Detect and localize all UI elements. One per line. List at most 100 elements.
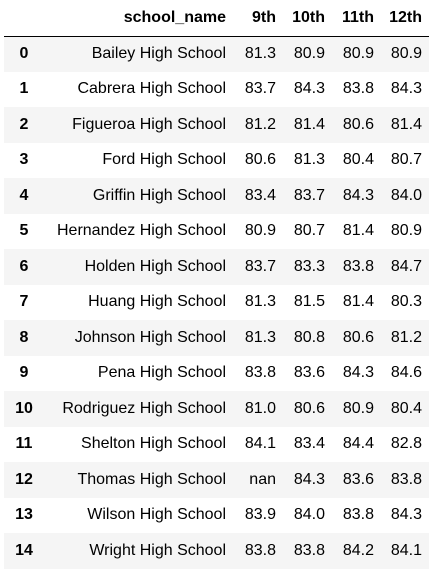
- cell-school-name: Huang High School: [88, 293, 226, 311]
- cell-10th: 84.0: [293, 506, 325, 524]
- cell-12th: 84.3: [390, 80, 422, 98]
- row-index: 14: [15, 541, 33, 559]
- cell-12th: 84.0: [390, 186, 422, 204]
- cell-school-name: Cabrera High School: [77, 80, 226, 98]
- cell-10th: 84.3: [293, 80, 325, 98]
- cell-12th: 84.1: [390, 541, 422, 559]
- cell-12th: 84.7: [390, 257, 422, 275]
- row-index: 13: [15, 506, 33, 524]
- table-row: 2 Figueroa High School 81.2 81.4 80.6 81.4: [4, 107, 429, 143]
- cell-9th: 81.2: [244, 115, 276, 133]
- table-row: 14 Wright High School 83.8 83.8 84.2 84.1: [4, 533, 429, 569]
- row-index: 5: [19, 222, 29, 240]
- cell-school-name: Figueroa High School: [72, 115, 226, 133]
- cell-9th: 84.1: [244, 435, 276, 453]
- cell-12th: 80.9: [390, 222, 422, 240]
- cell-school-name: Thomas High School: [77, 470, 226, 488]
- cell-9th: 83.7: [244, 80, 276, 98]
- cell-school-name: Wright High School: [89, 541, 226, 559]
- cell-10th: 80.8: [293, 328, 325, 346]
- cell-9th: 83.7: [244, 257, 276, 275]
- table-row: 4 Griffin High School 83.4 83.7 84.3 84.0: [4, 178, 429, 214]
- cell-11th: 84.3: [342, 364, 374, 382]
- cell-11th: 83.8: [342, 80, 374, 98]
- table-row: 0 Bailey High School 81.3 80.9 80.9 80.9: [4, 36, 429, 72]
- cell-11th: 84.2: [342, 541, 374, 559]
- row-index: 1: [19, 80, 29, 98]
- cell-11th: 80.9: [342, 45, 374, 62]
- row-index: 6: [19, 257, 29, 275]
- column-header-school-name: school_name: [44, 0, 233, 37]
- column-header-9th: 9th: [233, 0, 283, 37]
- cell-school-name: Bailey High School: [91, 45, 226, 62]
- cell-10th: 84.3: [293, 470, 325, 488]
- cell-10th: 83.4: [293, 435, 325, 453]
- cell-school-name: Shelton High School: [81, 435, 226, 453]
- index-header: [4, 0, 44, 37]
- cell-9th: 81.3: [244, 45, 276, 62]
- cell-10th: 83.3: [293, 257, 325, 275]
- cell-9th: 83.4: [244, 186, 276, 204]
- row-index: 4: [19, 186, 29, 204]
- cell-11th: 83.8: [342, 257, 374, 275]
- row-index: 3: [19, 151, 29, 169]
- table-row: 8 Johnson High School 81.3 80.8 80.6 81.2: [4, 320, 429, 356]
- cell-12th: 80.3: [390, 293, 422, 311]
- cell-10th: 80.7: [293, 222, 325, 240]
- row-index: 10: [15, 399, 33, 417]
- cell-school-name: Wilson High School: [87, 506, 226, 524]
- cell-11th: 81.4: [342, 293, 374, 311]
- cell-10th: 83.7: [293, 186, 325, 204]
- cell-12th: 82.8: [390, 435, 422, 453]
- cell-12th: 84.3: [390, 506, 422, 524]
- cell-11th: 84.4: [342, 435, 374, 453]
- table-row: 1 Cabrera High School 83.7 84.3 83.8 84.3: [4, 71, 429, 107]
- cell-9th: 83.8: [244, 364, 276, 382]
- cell-10th: 81.4: [293, 115, 325, 133]
- cell-12th: 80.9: [390, 45, 422, 62]
- row-index: 2: [19, 115, 29, 133]
- cell-10th: 80.6: [293, 399, 325, 417]
- cell-9th: 83.8: [244, 541, 276, 559]
- table-row: 3 Ford High School 80.6 81.3 80.4 80.7: [4, 142, 429, 178]
- cell-10th: 83.8: [293, 541, 325, 559]
- cell-12th: 81.4: [390, 115, 422, 133]
- table-body: 0 Bailey High School 81.3 80.9 80.9 80.9 1 Cabr…: [4, 36, 429, 569]
- table-row: 6 Holden High School 83.7 83.3 83.8 84.7: [4, 249, 429, 285]
- cell-11th: 80.9: [342, 399, 374, 417]
- cell-school-name: Griffin High School: [92, 186, 226, 204]
- cell-12th: 83.8: [390, 470, 422, 488]
- cell-9th: 80.6: [244, 151, 276, 169]
- cell-school-name: Rodriguez High School: [62, 399, 226, 417]
- cell-school-name: Hernandez High School: [57, 222, 226, 240]
- cell-11th: 83.6: [342, 470, 374, 488]
- row-index: 8: [19, 328, 29, 346]
- header-row: school_name 9th 10th 11th 12th: [4, 0, 429, 37]
- cell-10th: 83.6: [293, 364, 325, 382]
- table-row: 5 Hernandez High School 80.9 80.7 81.4 80.9: [4, 213, 429, 249]
- table-row: 12 Thomas High School nan 84.3 83.6 83.8: [4, 462, 429, 498]
- cell-9th: nan: [249, 470, 276, 488]
- cell-12th: 80.7: [390, 151, 422, 169]
- cell-9th: 81.3: [244, 293, 276, 311]
- cell-11th: 80.4: [342, 151, 374, 169]
- row-index: 12: [15, 470, 33, 488]
- row-index: 0: [19, 45, 29, 62]
- cell-12th: 81.2: [390, 328, 422, 346]
- cell-11th: 80.6: [342, 115, 374, 133]
- cell-11th: 81.4: [342, 222, 374, 240]
- table-row: 7 Huang High School 81.3 81.5 81.4 80.3: [4, 284, 429, 320]
- column-header-10th: 10th: [283, 0, 332, 37]
- table-row: 13 Wilson High School 83.9 84.0 83.8 84.3: [4, 497, 429, 533]
- column-header-11th: 11th: [332, 0, 381, 37]
- cell-10th: 80.9: [293, 45, 325, 62]
- row-index: 9: [19, 364, 29, 382]
- table-row: 9 Pena High School 83.8 83.6 84.3 84.6: [4, 355, 429, 391]
- cell-12th: 84.6: [390, 364, 422, 382]
- cell-11th: 84.3: [342, 186, 374, 204]
- cell-11th: 80.6: [342, 328, 374, 346]
- cell-11th: 83.8: [342, 506, 374, 524]
- cell-10th: 81.3: [293, 151, 325, 169]
- cell-10th: 81.5: [293, 293, 325, 311]
- cell-9th: 80.9: [244, 222, 276, 240]
